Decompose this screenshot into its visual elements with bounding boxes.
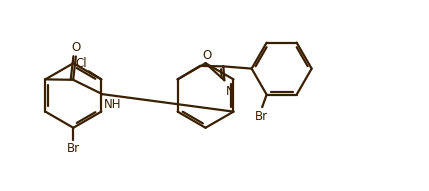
Text: NH: NH [104, 98, 121, 111]
Text: Br: Br [255, 110, 268, 123]
Text: Cl: Cl [76, 57, 87, 70]
Text: O: O [202, 49, 212, 62]
Text: O: O [71, 41, 81, 54]
Text: Br: Br [67, 142, 80, 155]
Text: N: N [226, 85, 235, 98]
